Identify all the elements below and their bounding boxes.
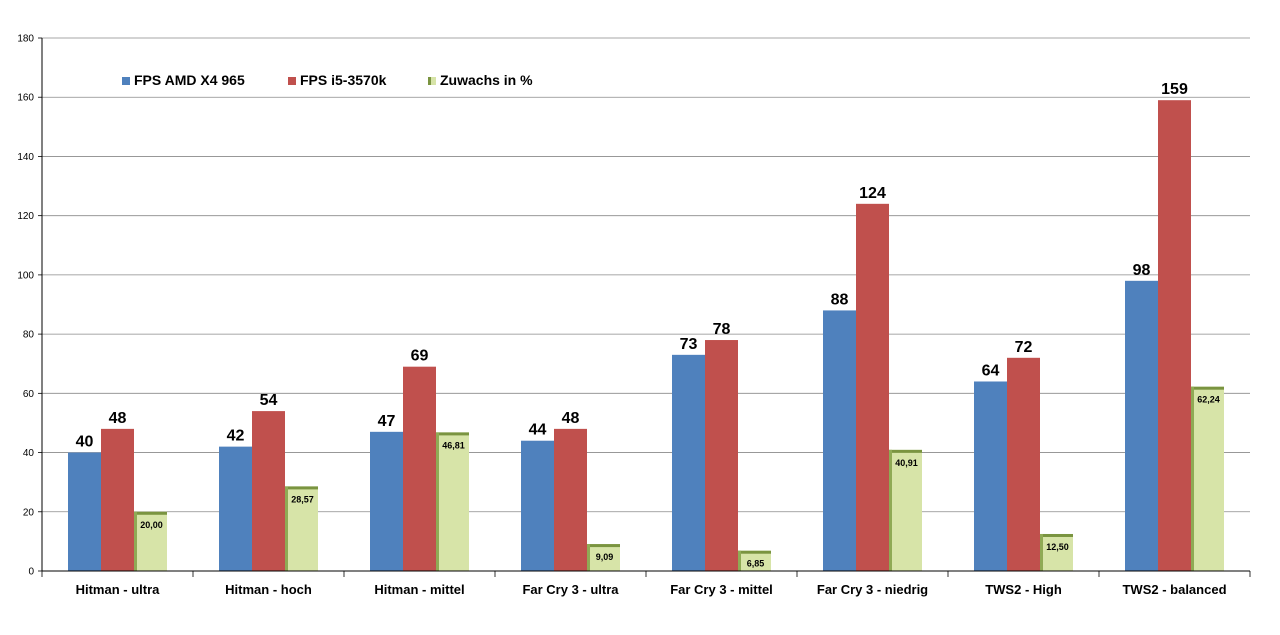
legend-label: FPS i5-3570k <box>300 72 387 88</box>
data-label: 9,09 <box>596 552 614 562</box>
bar-top-edge <box>436 432 469 436</box>
bar <box>554 428 587 571</box>
data-label: 62,24 <box>1197 395 1220 405</box>
x-category-label: Far Cry 3 - niedrig <box>817 582 928 597</box>
legend-label: FPS AMD X4 965 <box>134 72 245 88</box>
data-label: 73 <box>680 336 698 353</box>
data-label: 64 <box>982 362 1000 379</box>
bar-left-edge <box>436 432 439 571</box>
data-label: 28,57 <box>291 494 314 504</box>
bar-left-edge <box>1191 386 1194 571</box>
data-label: 6,85 <box>747 559 765 569</box>
y-tick-label: 180 <box>17 34 34 45</box>
x-category-label: Hitman - ultra <box>76 582 161 597</box>
x-category-label: Far Cry 3 - ultra <box>522 582 619 597</box>
bar <box>101 428 134 571</box>
bar-left-edge <box>889 449 892 571</box>
bar <box>672 354 705 571</box>
data-label: 40,91 <box>895 458 918 468</box>
x-category-label: TWS2 - High <box>985 582 1062 597</box>
x-category-label: Hitman - hoch <box>225 582 312 597</box>
legend-swatch <box>288 77 296 85</box>
data-label: 78 <box>713 321 731 338</box>
bar-top-edge <box>738 550 771 554</box>
bar <box>587 544 620 571</box>
bar <box>1158 100 1191 571</box>
y-tick-label: 160 <box>17 93 34 104</box>
bar <box>68 452 101 571</box>
data-label: 40 <box>76 434 94 451</box>
bar <box>889 449 922 571</box>
bar <box>521 440 554 571</box>
x-category-label: TWS2 - balanced <box>1122 582 1226 597</box>
x-category-label: Far Cry 3 - mittel <box>670 582 773 597</box>
bar-top-edge <box>134 511 167 515</box>
bar-left-edge <box>285 486 288 571</box>
data-label: 88 <box>831 291 849 308</box>
bar <box>219 446 252 571</box>
y-tick-label: 80 <box>23 330 35 341</box>
bar <box>856 203 889 572</box>
bar-left-edge <box>1040 533 1043 571</box>
data-label: 159 <box>1161 81 1188 98</box>
x-axis-categories: Hitman - ultra Hitman - hoch Hitman - mitt… <box>41 571 1251 597</box>
data-label: 48 <box>562 410 580 427</box>
data-label: 42 <box>227 428 245 445</box>
y-tick-label: 20 <box>23 507 35 518</box>
bar <box>974 381 1007 571</box>
legend-swatch <box>122 77 130 85</box>
data-label: 20,00 <box>140 520 163 530</box>
legend-label: Zuwachs in % <box>440 72 533 88</box>
data-label: 44 <box>529 422 547 439</box>
data-label: 124 <box>859 185 886 202</box>
bar-left-edge <box>587 544 590 571</box>
bar <box>1191 386 1224 571</box>
bar-top-edge <box>587 544 620 548</box>
data-label: 54 <box>260 392 278 409</box>
y-axis-ticks: 0 20 40 60 80 100 120 140 160 180 <box>17 34 42 578</box>
bar <box>252 411 285 571</box>
bars <box>68 100 1224 572</box>
data-label: 98 <box>1133 262 1151 279</box>
y-tick-label: 100 <box>17 270 34 281</box>
legend: FPS AMD X4 965 FPS i5-3570k Zuwachs in % <box>122 72 533 88</box>
gridlines <box>42 37 1250 513</box>
y-tick-label: 60 <box>23 389 35 400</box>
y-tick-label: 40 <box>23 448 35 459</box>
data-label: 46,81 <box>442 440 465 450</box>
data-label: 48 <box>109 410 127 427</box>
bar <box>1040 533 1073 571</box>
bar <box>370 431 403 571</box>
bar-top-edge <box>1040 533 1073 537</box>
bar <box>285 486 318 571</box>
y-tick-label: 140 <box>17 152 34 163</box>
data-label: 72 <box>1015 339 1033 356</box>
data-label: 12,50 <box>1046 542 1069 552</box>
legend-swatch-edge <box>428 77 431 85</box>
bar <box>403 366 436 571</box>
legend-swatch <box>428 77 436 85</box>
bar <box>1125 280 1158 571</box>
data-labels: 40 42 47 44 73 88 64 98 48 54 69 48 78 124 72 159 20,00 2… <box>76 81 1220 569</box>
data-label: 69 <box>411 348 429 365</box>
bar-top-edge <box>285 486 318 490</box>
bar-left-edge <box>134 511 137 571</box>
bar <box>436 432 469 571</box>
bar-left-edge <box>738 550 741 571</box>
bar <box>823 310 856 571</box>
bar <box>134 511 167 571</box>
bar-top-edge <box>889 449 922 453</box>
y-tick-label: 0 <box>28 567 34 578</box>
bar <box>738 550 771 571</box>
y-tick-label: 120 <box>17 211 34 222</box>
bar-top-edge <box>1191 386 1224 390</box>
data-label: 47 <box>378 413 396 430</box>
bar <box>1007 357 1040 571</box>
bar <box>705 340 738 571</box>
x-category-label: Hitman - mittel <box>374 582 464 597</box>
